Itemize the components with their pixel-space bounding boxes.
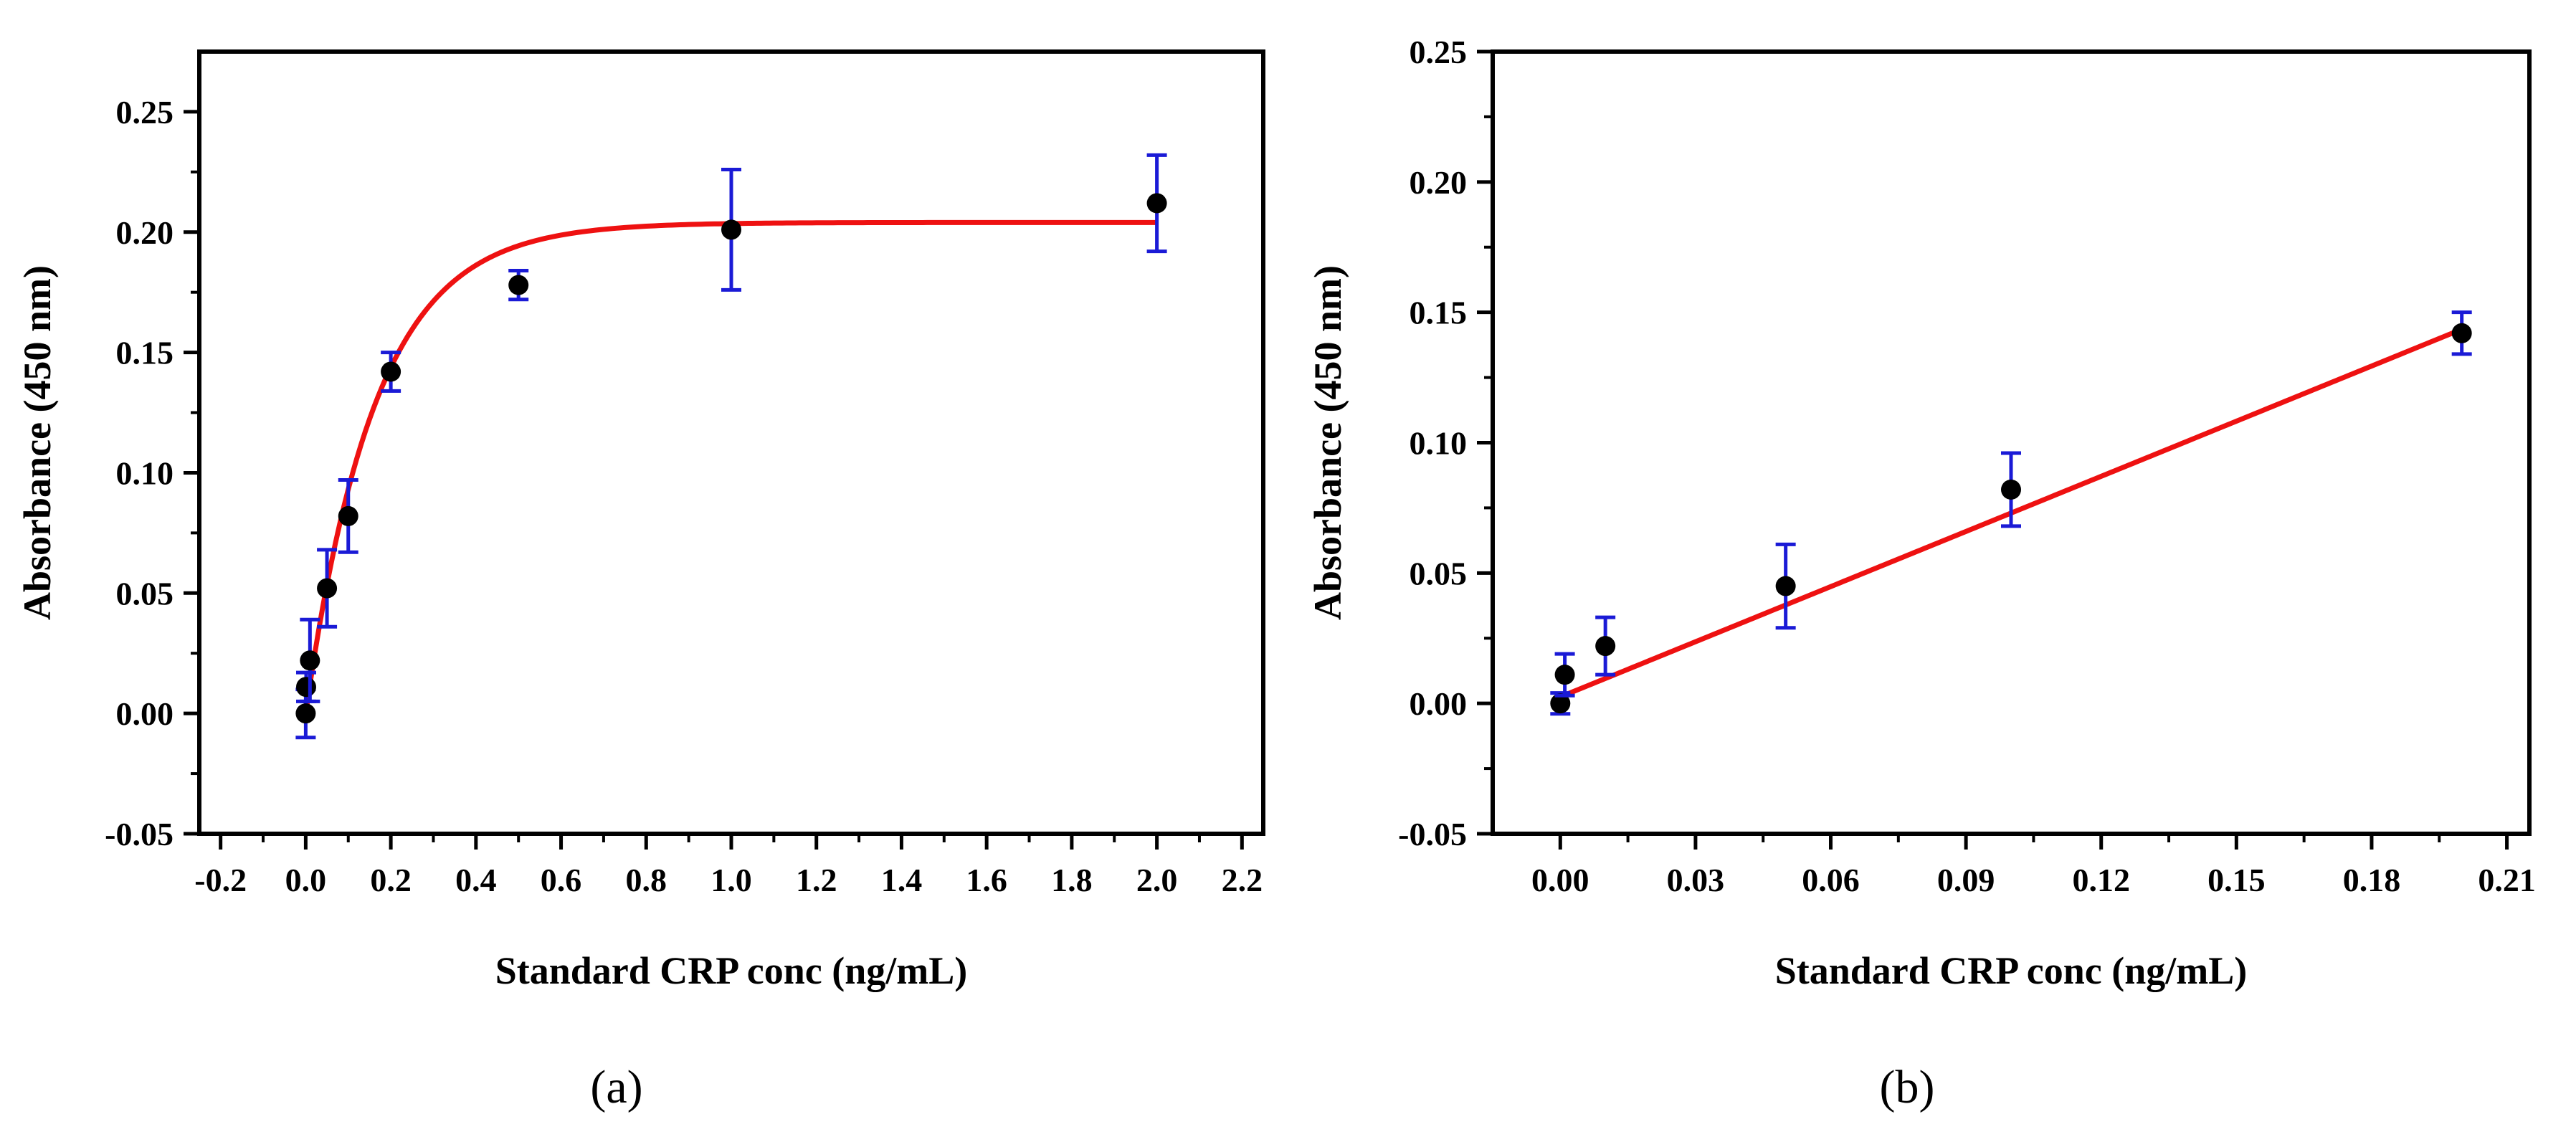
- data-point: [2001, 479, 2021, 500]
- data-point: [2451, 323, 2472, 343]
- data-point: [381, 361, 401, 382]
- x-tick-label: 0.2: [370, 862, 412, 898]
- data-point: [317, 578, 338, 599]
- y-tick-label: 0.10: [116, 455, 174, 491]
- data-point: [1775, 576, 1796, 596]
- x-tick-label: 0.21: [2478, 862, 2536, 898]
- y-tick-label: -0.05: [1398, 816, 1467, 852]
- x-tick-label: 0.4: [455, 862, 497, 898]
- data-point: [1595, 636, 1616, 657]
- y-axis-title: Absorbance (450 nm): [1306, 265, 1349, 620]
- x-axis: 0.00 0.03 0.06 0.09 0.12 0.15 0.18 0.21: [1531, 834, 2536, 898]
- y-tick-label: 0.05: [116, 575, 174, 612]
- y-tick-label: 0.00: [116, 695, 174, 732]
- data-point: [295, 703, 316, 724]
- x-tick-label: 0.6: [541, 862, 582, 898]
- y-tick-label: 0.25: [1410, 34, 1468, 70]
- data-point: [1554, 665, 1575, 685]
- data-point: [508, 275, 529, 295]
- x-tick-label: 1.2: [796, 862, 837, 898]
- x-axis-title: Standard CRP conc (ng/mL): [495, 949, 968, 992]
- y-axis: -0.05 0.00 0.05 0.10 0.15 0.20 0.25: [1398, 34, 1493, 852]
- x-tick-label: 0.8: [626, 862, 667, 898]
- y-axis-title: Absorbance (450 nm): [16, 265, 59, 620]
- x-tick-label: 0.03: [1667, 862, 1725, 898]
- y-tick-label: 0.15: [116, 335, 174, 371]
- data-point: [300, 650, 320, 671]
- x-tick-label: 0.0: [285, 862, 327, 898]
- x-tick-label: 1.4: [881, 862, 923, 898]
- y-tick-label: 0.00: [1410, 685, 1468, 722]
- data-series: [295, 153, 1167, 740]
- y-tick-label: 0.10: [1410, 425, 1468, 462]
- panel-caption: (a): [590, 1061, 642, 1113]
- y-tick-label: 0.20: [1410, 164, 1468, 201]
- data-point: [721, 219, 741, 240]
- chart-panel-a: -0.2 0.0 0.2 0.4 0.6 0.8 1.0 1.2 1.4 1.6 1.8 2.0 2.2…: [16, 49, 1265, 1113]
- data-point: [1146, 193, 1167, 214]
- y-tick-label: 0.25: [116, 94, 174, 130]
- x-axis-title: Standard CRP conc (ng/mL): [1775, 949, 2248, 992]
- data-point: [295, 677, 316, 698]
- x-tick-label: 0.09: [1937, 862, 1995, 898]
- x-tick-label: 0.15: [2207, 862, 2266, 898]
- x-tick-label: 1.6: [966, 862, 1007, 898]
- y-tick-label: 0.05: [1410, 555, 1468, 591]
- x-axis: -0.2 0.0 0.2 0.4 0.6 0.8 1.0 1.2 1.4 1.6 1.8 2.0 2.2: [194, 834, 1263, 898]
- panel-caption: (b): [1880, 1061, 1935, 1113]
- data-series: [1550, 310, 2472, 716]
- chart-panel-b: 0.00 0.03 0.06 0.09 0.12 0.15 0.18 0.21 -0.05 0.0…: [1306, 34, 2536, 1113]
- x-tick-label: 1.8: [1051, 862, 1093, 898]
- y-axis: -0.05 0.00 0.05 0.10 0.15 0.20 0.25: [105, 94, 199, 852]
- data-point: [1550, 693, 1571, 714]
- x-tick-label: -0.2: [194, 862, 247, 898]
- y-tick-label: -0.05: [105, 816, 174, 852]
- x-tick-label: 2.0: [1136, 862, 1178, 898]
- x-tick-label: 2.2: [1222, 862, 1263, 898]
- x-tick-label: 0.12: [2072, 862, 2130, 898]
- data-point: [338, 505, 358, 526]
- x-tick-label: 0.18: [2343, 862, 2401, 898]
- x-tick-label: 0.06: [1802, 862, 1860, 898]
- x-tick-label: 1.0: [710, 862, 752, 898]
- y-tick-label: 0.15: [1410, 295, 1468, 331]
- x-tick-label: 0.00: [1531, 862, 1589, 898]
- y-tick-label: 0.20: [116, 214, 174, 251]
